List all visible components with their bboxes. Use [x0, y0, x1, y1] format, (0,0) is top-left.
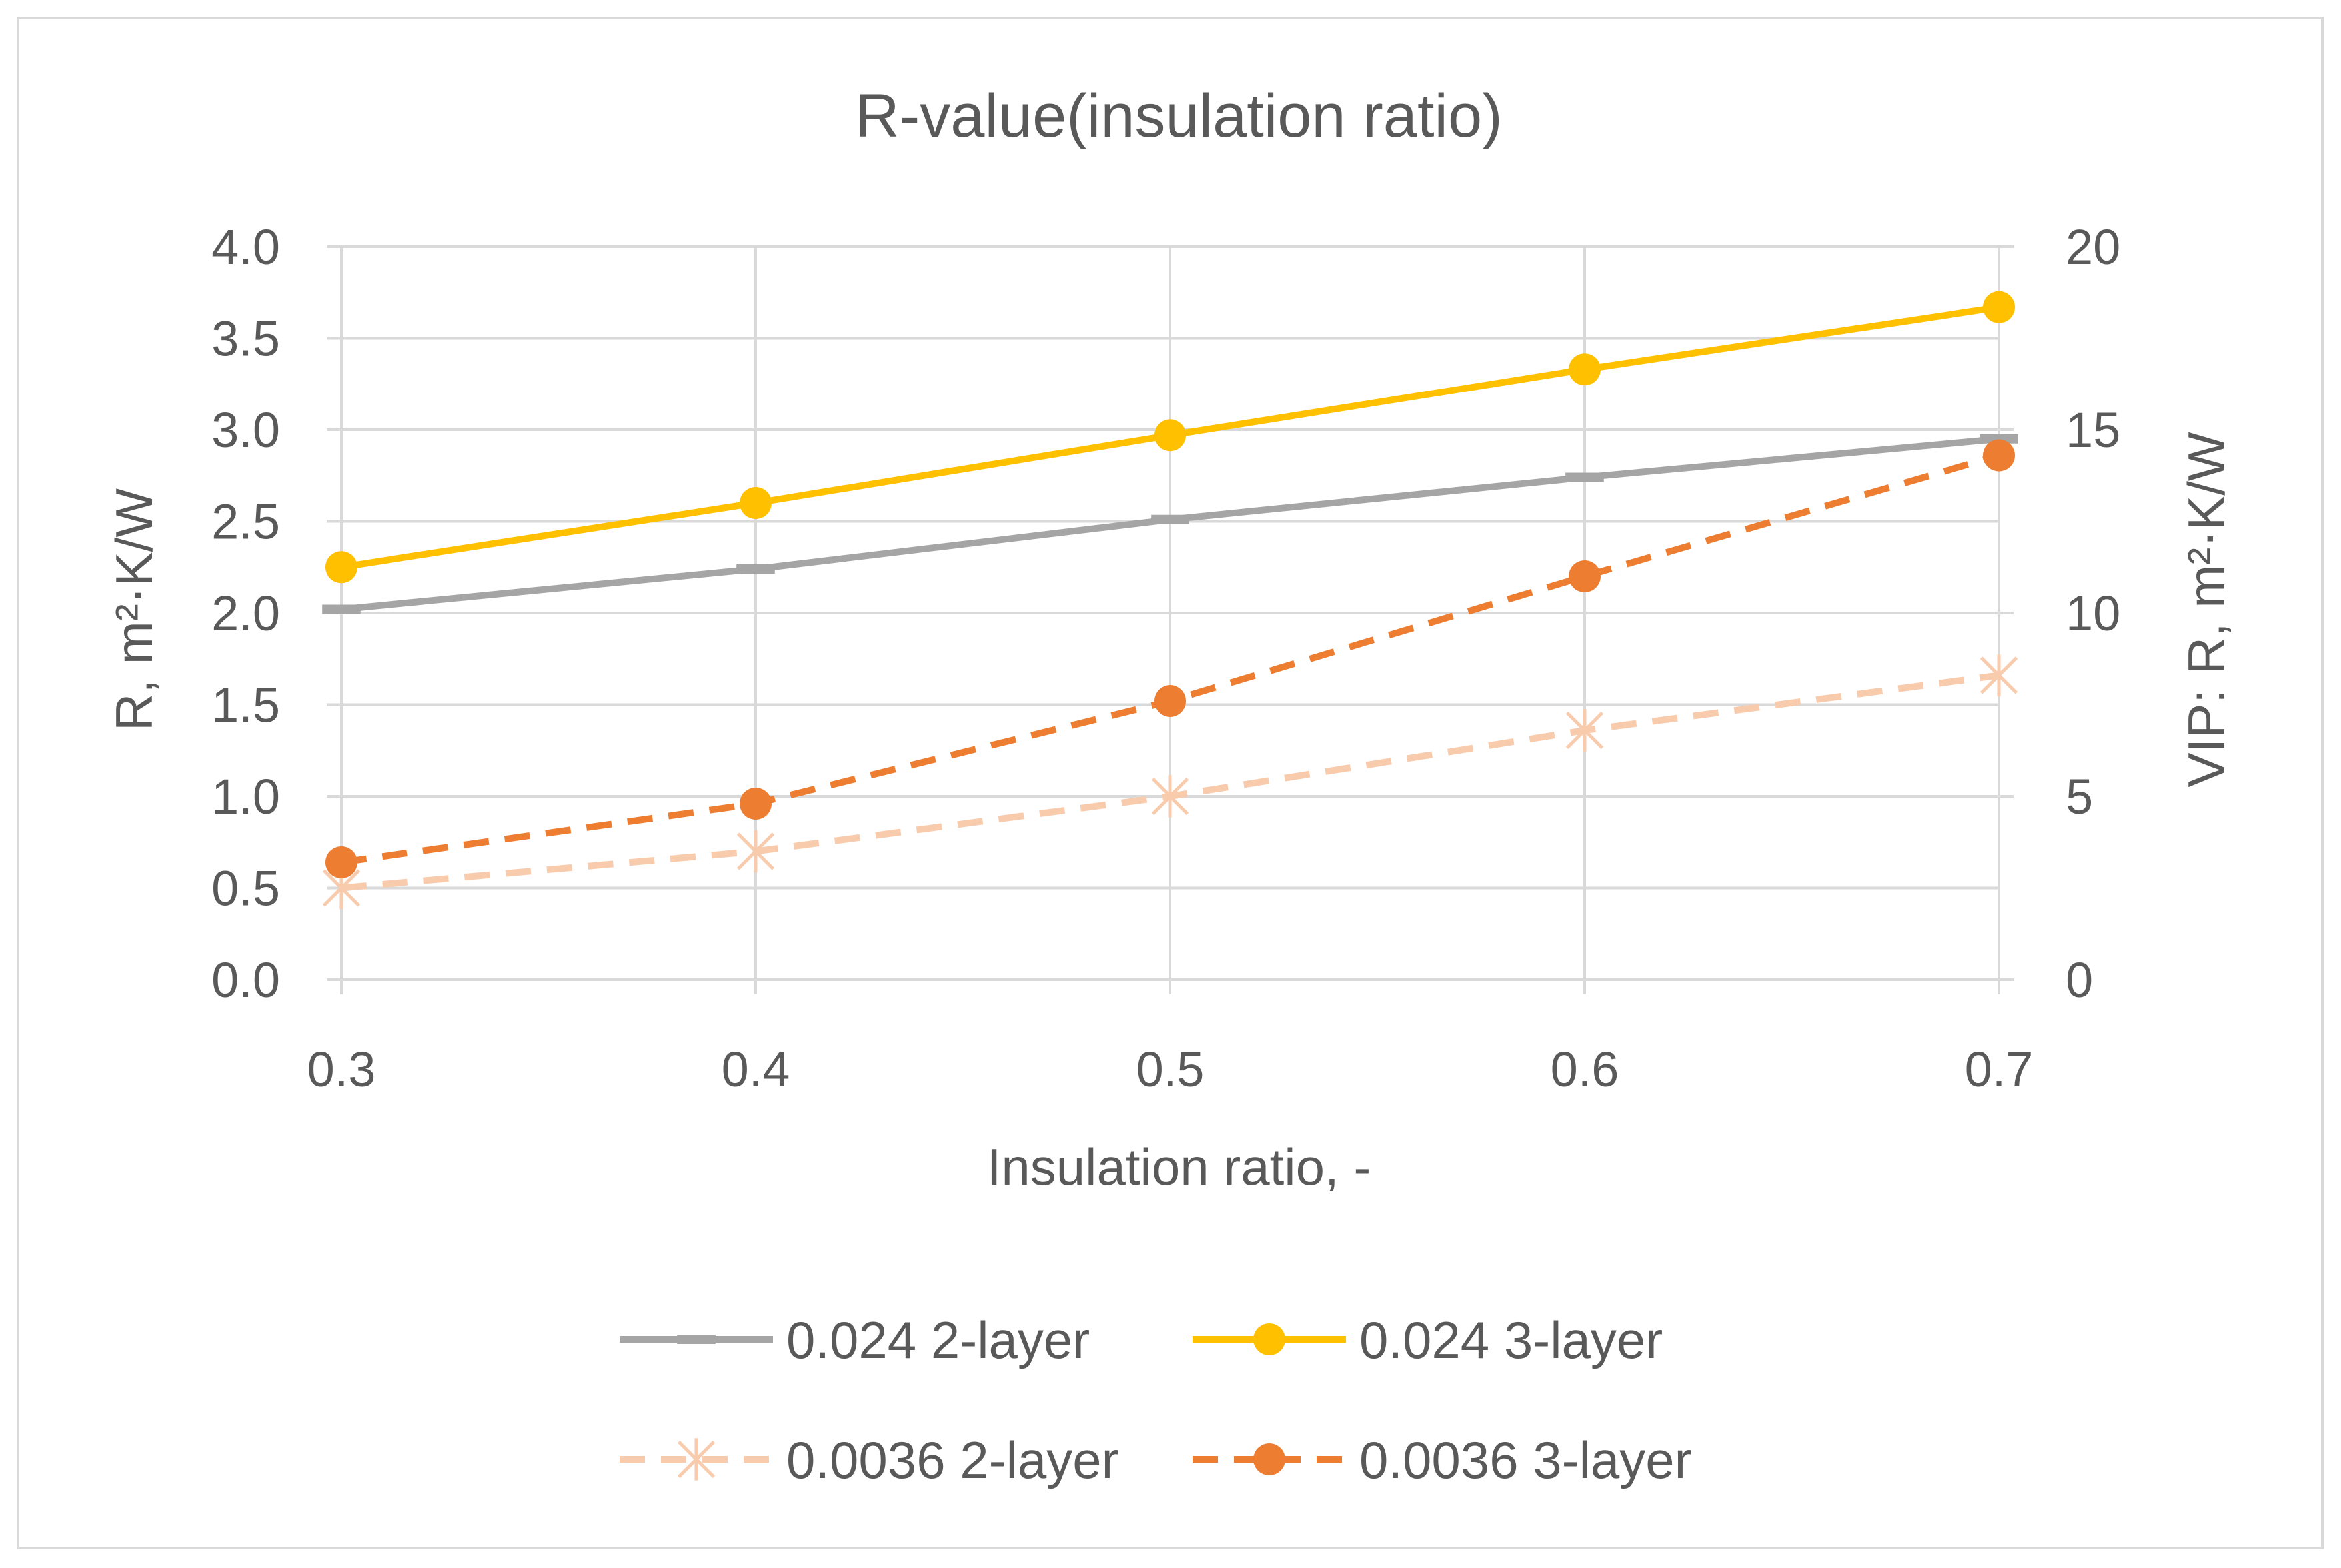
y-axis-label: R, m²·K/W	[105, 488, 163, 731]
legend-marker-1	[1253, 1323, 1285, 1355]
legend: 0.024 2-layer 0.024 3-layer 0.0036 2-layer…	[620, 1311, 1692, 1489]
legend-label-3: 0.0036 3-layer	[1359, 1431, 1692, 1489]
x-tick-label: 0.5	[1136, 1042, 1205, 1097]
y2-tick-label: 15	[2066, 402, 2120, 458]
data-point-1-3	[1569, 353, 1601, 386]
chart-title: R-value(insulation ratio)	[855, 82, 1503, 150]
data-point-3-2	[1154, 685, 1186, 717]
legend-item-0: 0.024 2-layer	[620, 1311, 1090, 1369]
legend-item-3: 0.0036 3-layer	[1193, 1431, 1692, 1489]
y2-tick-label: 20	[2066, 219, 2120, 275]
gridlines	[341, 245, 1999, 980]
data-point-1-4	[1983, 291, 2015, 323]
series-layer	[322, 291, 2018, 910]
x-tick-label: 0.7	[1965, 1042, 2034, 1097]
y2-axis-label: VIP: R, m²·K/W	[2177, 432, 2236, 787]
x-axis-label: Insulation ratio, -	[987, 1138, 1371, 1196]
y-tick-label: 2.0	[211, 586, 280, 641]
y-tick-label: 4.0	[211, 219, 280, 275]
legend-label-1: 0.024 3-layer	[1359, 1311, 1663, 1369]
y-tick-label: 0.5	[211, 861, 280, 916]
y-tick-label: 0.0	[211, 952, 280, 1008]
data-point-2-1	[736, 830, 775, 873]
data-point-3-1	[740, 788, 772, 820]
data-point-2-2	[1151, 775, 1189, 818]
y-tick-label: 3.0	[211, 402, 280, 458]
y2-tick-label: 0	[2066, 952, 2093, 1008]
legend-label-2: 0.0036 2-layer	[786, 1431, 1119, 1489]
x-tick-label: 0.3	[307, 1042, 376, 1097]
legend-marker-2	[677, 1438, 716, 1481]
y-tick-label: 3.5	[211, 311, 280, 367]
x-tick-label: 0.4	[722, 1042, 790, 1097]
legend-label-0: 0.024 2-layer	[786, 1311, 1090, 1369]
y2-tick-label: 10	[2066, 586, 2120, 641]
y2-tick-label: 5	[2066, 769, 2093, 824]
data-point-2-4	[1980, 654, 2018, 697]
y-tick-label: 1.5	[211, 678, 280, 733]
tick-layer: 0.0 0.5 1.0 1.5 2.0 2.5 3.0 3.5 4.0 0 5 10 15 20 0.3 0.…	[211, 219, 2120, 1097]
data-point-3-3	[1569, 560, 1601, 592]
data-point-3-4	[1983, 439, 2015, 472]
legend-marker-3	[1253, 1443, 1285, 1475]
x-tick-label: 0.6	[1551, 1042, 1619, 1097]
data-point-1-1	[740, 487, 772, 519]
data-point-3-0	[325, 846, 357, 878]
y-tick-label: 1.0	[211, 769, 280, 824]
data-point-2-3	[1565, 709, 1604, 752]
data-point-1-2	[1154, 419, 1186, 452]
legend-item-1: 0.024 3-layer	[1193, 1311, 1663, 1369]
legend-item-2: 0.0036 2-layer	[620, 1431, 1119, 1489]
data-point-1-0	[325, 551, 357, 584]
y-tick-label: 2.5	[211, 494, 280, 550]
